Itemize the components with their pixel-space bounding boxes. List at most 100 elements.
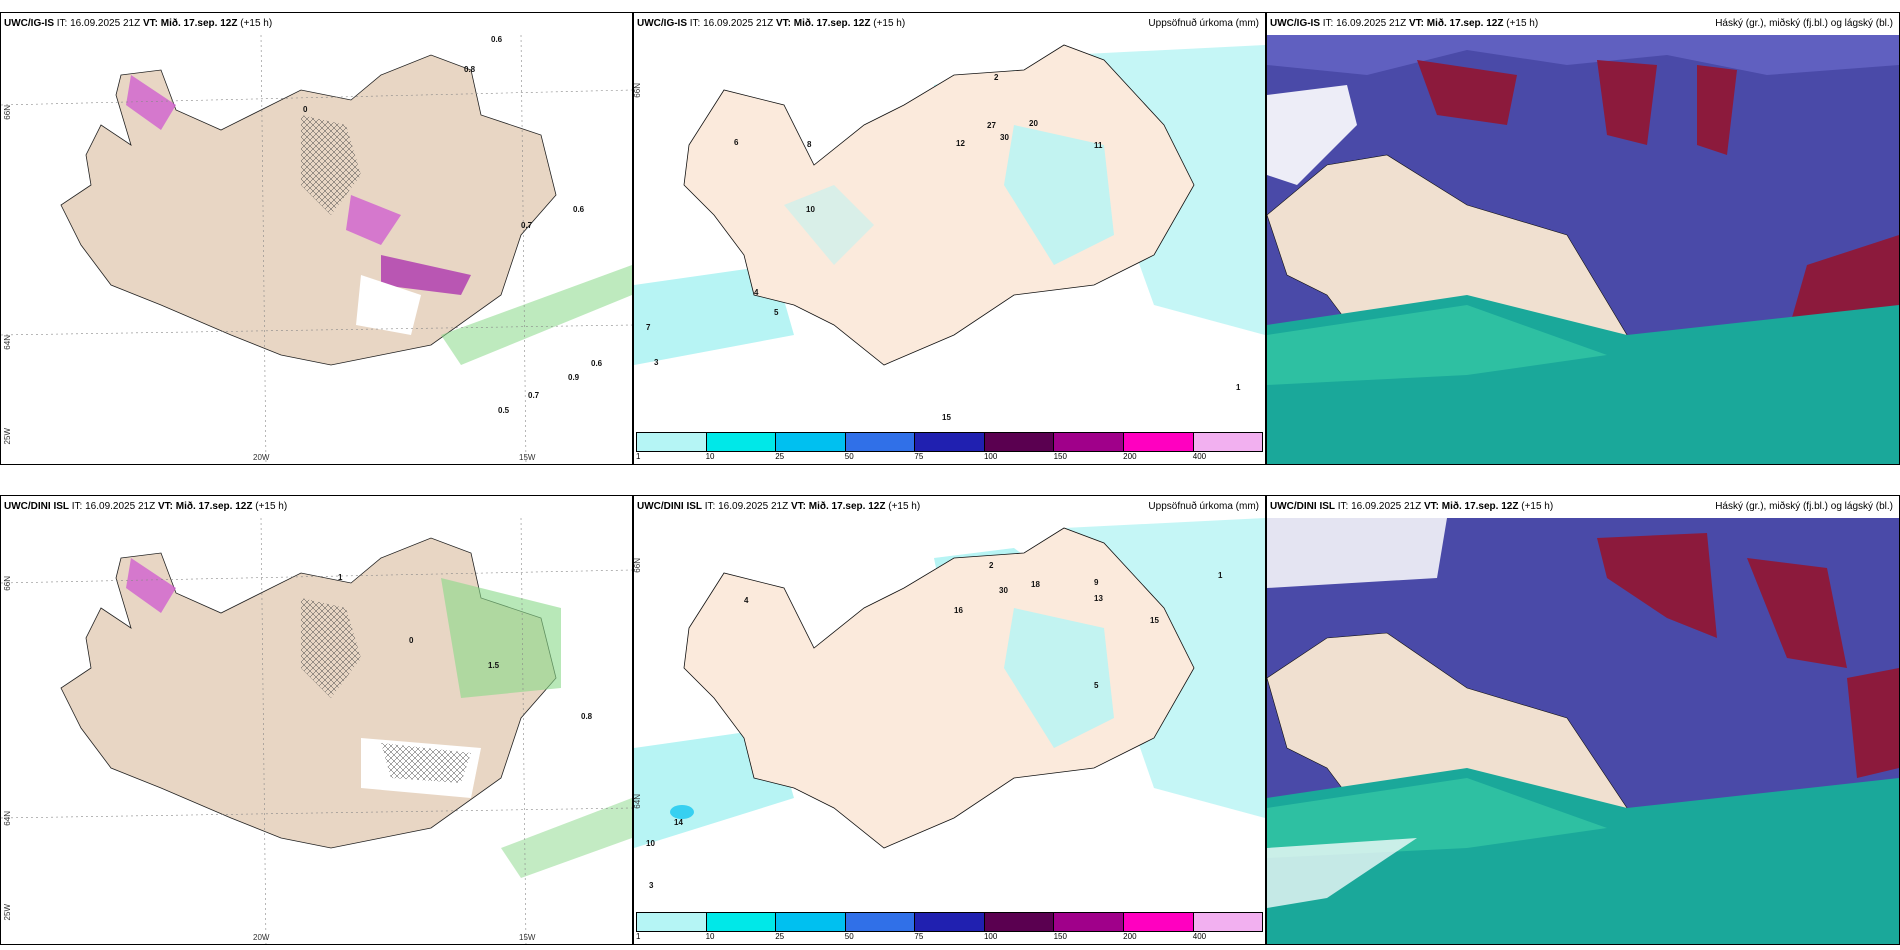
panel-header: UWC/DINI ISL IT: 16.09.2025 21Z VT: Mið.… [1267,496,1899,518]
lead-time: (+15 h) [1521,501,1554,512]
legend-swatch [1054,433,1124,451]
legend-swatch [706,433,777,451]
value-label: 2 [989,561,994,570]
value-label: 0.5 [498,406,510,415]
value-label: 6 [734,138,739,147]
model-name: UWC/DINI ISL [1270,501,1335,512]
init-time: 16.09.2025 21Z [70,18,141,29]
lat-label-64n: 64N [3,335,12,350]
value-label: 15 [942,413,951,422]
panel-title: Háský (gr.), miðský (fj.bl.) og lágský (… [1715,501,1893,512]
value-label: 0.7 [521,221,533,230]
value-label: 8 [807,140,812,149]
precipitation-map [634,518,1265,849]
panel-wind-snow-dini: UWC/DINI ISL IT: 16.09.2025 21Z VT: Mið.… [0,495,633,945]
legend-swatch [776,913,846,931]
legend-swatch [637,433,707,451]
model-name: UWC/DINI ISL [4,501,69,512]
value-label: 0 [409,636,414,645]
value-label: 27 [987,121,996,130]
legend-swatch [915,913,985,931]
panel-clouds-igis: UWC/IG-IS IT: 16.09.2025 21Z VT: Mið. 17… [1266,12,1900,465]
valid-time: Mið. 17.sep. 12Z [160,18,238,29]
value-label: 30 [1000,133,1009,142]
lead-time: (+15 h) [1506,18,1539,29]
valid-time: Mið. 17.sep. 12Z [808,501,886,512]
value-label: 0.7 [528,391,540,400]
model-name: UWC/DINI ISL [637,501,702,512]
model-name: UWC/IG-IS [1270,18,1320,29]
lat-label-66n: 66N [3,576,12,591]
value-label: 5 [774,308,779,317]
valid-time: Mið. 17.sep. 12Z [175,501,253,512]
panel-header: UWC/DINI ISL IT: 16.09.2025 21Z VT: Mið.… [1,496,632,518]
value-label: 10 [646,839,655,848]
lat-label-66n: 66N [633,558,642,573]
value-label: 13 [1094,594,1103,603]
value-label: 1 [1218,571,1223,580]
legend-swatch [1123,913,1194,931]
lead-time: (+15 h) [888,501,921,512]
panel-header: UWC/IG-IS IT: 16.09.2025 21Z VT: Mið. 17… [634,13,1265,35]
lon-label-20w: 20W [253,453,270,462]
value-label: 2 [994,73,999,82]
value-label: 0.8 [581,712,593,721]
lon-label-20w: 20W [253,933,270,942]
legend-swatch [706,913,777,931]
value-label: 0.8 [464,65,476,74]
value-label: 0 [303,105,308,114]
cloud-cover-map [1267,518,1899,944]
valid-time: Mið. 17.sep. 12Z [793,18,871,29]
wind-snow-map [1,518,632,944]
legend-swatch [1054,913,1124,931]
value-label: 16 [954,606,963,615]
panel-title: Uppsöfnuð úrkoma (mm) [1148,18,1259,29]
legend-swatch [637,913,707,931]
lat-label-66n: 66N [633,83,642,98]
init-time: 16.09.2025 21Z [718,501,789,512]
value-label: 1 [338,573,343,582]
panel-header: UWC/IG-IS IT: 16.09.2025 21Z VT: Mið. 17… [1267,13,1899,35]
iceland-landmass [683,527,1195,849]
value-label: 15 [1150,616,1159,625]
init-time: 16.09.2025 21Z [703,18,774,29]
legend-swatch [845,433,916,451]
precipitation-map [634,44,1265,366]
panel-precip-dini: UWC/DINI ISL IT: 16.09.2025 21Z VT: Mið.… [633,495,1266,945]
value-label: 30 [999,586,1008,595]
value-label: 1.5 [488,661,500,670]
value-label: 4 [754,288,759,297]
valid-time: Mið. 17.sep. 12Z [1441,501,1519,512]
precip-legend-ticks: 1 10 25 50 75 100 150 200 400 [636,932,1207,941]
value-label: 5 [1094,681,1099,690]
legend-swatch [984,913,1055,931]
precip-color-legend [636,912,1263,932]
valid-time: Mið. 17.sep. 12Z [1426,18,1504,29]
value-label: 1 [1236,383,1241,392]
iceland-landmass [683,44,1195,366]
value-label: 0.6 [591,359,603,368]
value-label: 14 [674,818,683,827]
legend-swatch [1193,433,1263,451]
value-label: 3 [654,358,659,367]
value-label: 12 [956,139,965,148]
precip-color-legend [636,432,1263,452]
lat-label-64n: 64N [633,794,642,809]
value-label: 20 [1029,119,1038,128]
lead-time: (+15 h) [255,501,288,512]
legend-swatch [984,433,1055,451]
lon-label-15w: 15W [519,933,536,942]
value-label: 0.6 [573,205,585,214]
cloud-cover-map [1267,35,1899,464]
legend-swatch [915,433,985,451]
value-label: 11 [1094,141,1103,150]
lat-label-66n: 66N [3,105,12,120]
panel-header: UWC/DINI ISL IT: 16.09.2025 21Z VT: Mið.… [634,496,1265,518]
panel-precip-igis: UWC/IG-IS IT: 16.09.2025 21Z VT: Mið. 17… [633,12,1266,465]
wind-snow-map [1,35,632,464]
legend-swatch [1193,913,1263,931]
panel-wind-snow-igis: UWC/IG-IS IT: 16.09.2025 21Z VT: Mið. 17… [0,12,633,465]
panel-title: Háský (gr.), miðský (fj.bl.) og lágský (… [1715,18,1893,29]
init-time: 16.09.2025 21Z [1336,18,1407,29]
value-label: 7 [646,323,651,332]
